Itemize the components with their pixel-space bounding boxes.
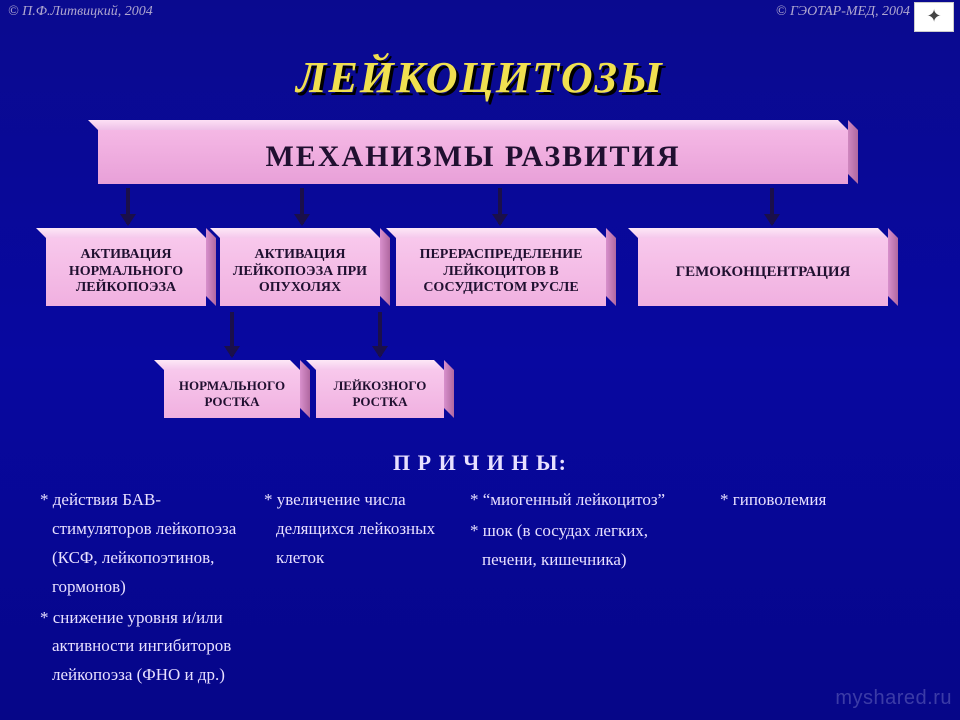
mechanism-box: АКТИВАЦИЯ НОРМАЛЬНОГО ЛЕЙКОПОЭЗА bbox=[46, 238, 206, 306]
causes-col: * увеличение числа делящихся лейкозных к… bbox=[264, 486, 460, 575]
cause-item: * действия БАВ-стимуляторов лейкопоэза (… bbox=[40, 486, 260, 602]
mechanism-box: ПЕРЕРАСПРЕДЕЛЕНИЕ ЛЕЙКОЦИТОВ В СОСУДИСТО… bbox=[396, 238, 606, 306]
arrow-down-icon bbox=[230, 312, 234, 356]
mechanism-label: ГЕМОКОНЦЕНТРАЦИЯ bbox=[638, 238, 888, 306]
arrow-down-icon bbox=[126, 188, 130, 224]
sub-box-label: ЛЕЙКОЗНОГО РОСТКА bbox=[316, 370, 444, 418]
mechanism-label: АКТИВАЦИЯ НОРМАЛЬНОГО ЛЕЙКОПОЭЗА bbox=[46, 238, 206, 306]
cause-item: * снижение уровня и/или активности ингиб… bbox=[40, 604, 260, 691]
mechanism-box: АКТИВАЦИЯ ЛЕЙКОПОЭЗА ПРИ ОПУХОЛЯХ bbox=[220, 238, 380, 306]
slide-title: ЛЕЙКОЦИТОЗЫ bbox=[0, 52, 960, 103]
arrow-down-icon bbox=[498, 188, 502, 224]
mechanism-box: ГЕМОКОНЦЕНТРАЦИЯ bbox=[638, 238, 888, 306]
causes-col: * “миогенный лейкоцитоз” * шок (в сосуда… bbox=[470, 486, 670, 577]
mechanism-label: АКТИВАЦИЯ ЛЕЙКОПОЭЗА ПРИ ОПУХОЛЯХ bbox=[220, 238, 380, 306]
watermark: myshared.ru bbox=[835, 687, 952, 710]
arrow-down-icon bbox=[770, 188, 774, 224]
cause-item: * увеличение числа делящихся лейкозных к… bbox=[264, 486, 460, 573]
sub-box: ЛЕЙКОЗНОГО РОСТКА bbox=[316, 370, 444, 418]
sub-box: НОРМАЛЬНОГО РОСТКА bbox=[164, 370, 300, 418]
causes-col: * действия БАВ-стимуляторов лейкопоэза (… bbox=[40, 486, 260, 692]
header-bar-label: МЕХАНИЗМЫ РАЗВИТИЯ bbox=[98, 130, 848, 184]
causes-col: * гиповолемия bbox=[720, 486, 900, 517]
copyright-left: © П.Ф.Литвицкий, 2004 bbox=[8, 4, 153, 20]
sub-box-label: НОРМАЛЬНОГО РОСТКА bbox=[164, 370, 300, 418]
logo-icon: ✦ bbox=[914, 2, 954, 32]
causes-header: П Р И Ч И Н Ы: bbox=[0, 450, 960, 476]
cause-item: * шок (в сосудах легких, печени, кишечни… bbox=[470, 517, 670, 575]
arrow-down-icon bbox=[378, 312, 382, 356]
cause-item: * “миогенный лейкоцитоз” bbox=[470, 486, 670, 515]
header-bar: МЕХАНИЗМЫ РАЗВИТИЯ bbox=[98, 130, 848, 184]
mechanism-label: ПЕРЕРАСПРЕДЕЛЕНИЕ ЛЕЙКОЦИТОВ В СОСУДИСТО… bbox=[396, 238, 606, 306]
arrow-down-icon bbox=[300, 188, 304, 224]
cause-item: * гиповолемия bbox=[720, 486, 900, 515]
copyright-right: © ГЭОТАР-МЕД, 2004 bbox=[776, 4, 910, 20]
